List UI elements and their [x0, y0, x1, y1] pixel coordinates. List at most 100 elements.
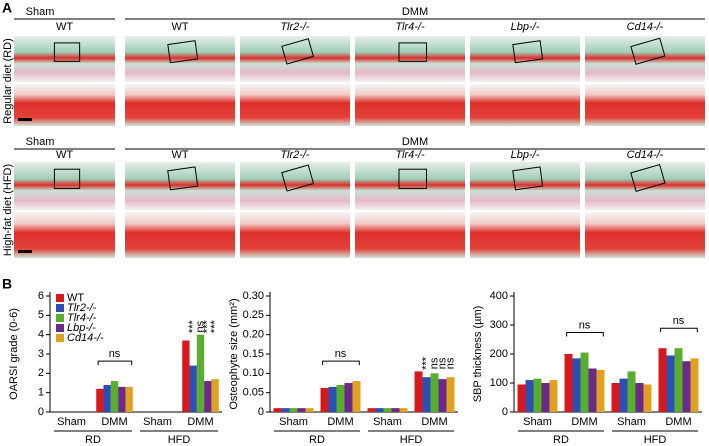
zoom-box	[398, 42, 427, 62]
bar	[344, 383, 353, 412]
bar	[430, 373, 439, 412]
genotype-label: WT	[56, 21, 73, 33]
zoom-box	[53, 42, 81, 62]
significance-label: ns	[428, 357, 440, 369]
scale-bar	[18, 250, 32, 253]
genotype-label: Tlr4-/-	[395, 21, 425, 33]
x-tick-label: DMM	[187, 416, 213, 428]
zoom-image	[470, 84, 580, 126]
bar	[383, 408, 392, 412]
zoom-image	[585, 212, 705, 258]
bar	[541, 383, 550, 412]
bar	[690, 358, 699, 412]
bar	[125, 386, 133, 412]
x-tick-label: DMM	[327, 416, 353, 428]
legend-swatch	[56, 324, 64, 332]
bar	[367, 408, 376, 412]
genotype-label: WT	[171, 149, 188, 161]
genotype-label: Lbp-/-	[511, 149, 540, 161]
bar	[619, 378, 628, 412]
group-label: HFD	[168, 434, 191, 446]
significance-label: ns	[444, 357, 456, 369]
panel-label: B	[2, 276, 12, 292]
zoom-box	[167, 166, 199, 191]
bar	[635, 383, 644, 412]
legend-label: Tlr2-/-	[67, 302, 97, 314]
bar	[674, 348, 683, 412]
legend-swatch	[56, 294, 64, 302]
group-label: RD	[553, 434, 569, 446]
histology-image	[355, 162, 465, 210]
x-tick-label: Sham	[143, 416, 172, 428]
bar	[375, 408, 384, 412]
y-axis-label: SBP thickness (µm)	[472, 306, 484, 403]
y-tick-label: 300	[490, 319, 508, 331]
legend-label: Lbp-/-	[67, 322, 96, 334]
histology-image	[355, 36, 465, 82]
histology-image	[125, 162, 235, 210]
zoom-box	[630, 163, 666, 192]
bar	[297, 408, 306, 412]
group-label: HFD	[400, 434, 423, 446]
histology-image	[240, 162, 350, 210]
bar	[273, 408, 282, 412]
bracket	[566, 332, 604, 337]
histology-image	[470, 36, 580, 82]
zoom-image	[355, 84, 465, 126]
x-tick-label: Sham	[523, 416, 552, 428]
group-label: RD	[85, 434, 101, 446]
genotype-label: WT	[171, 21, 188, 33]
zoom-box	[398, 168, 427, 189]
bar	[103, 384, 111, 412]
bar	[580, 352, 589, 412]
genotype-label: Cd14-/-	[627, 21, 664, 33]
histology-image	[585, 162, 705, 210]
y-tick-label: 0	[502, 406, 508, 418]
zoom-image	[125, 84, 235, 126]
y-axis-label: Osteophyte size (mm²)	[228, 298, 240, 409]
bar	[110, 381, 119, 412]
bracket	[322, 360, 360, 366]
zoom-box	[167, 40, 199, 64]
zoom-box	[630, 37, 666, 65]
legend-label: Cd14-/-	[67, 332, 104, 344]
bar	[627, 371, 636, 412]
x-tick-label: Sham	[57, 416, 86, 428]
bracket-label: ns	[673, 315, 685, 327]
bracket-label: ns	[109, 348, 121, 360]
significance-label: ***	[420, 356, 432, 370]
y-tick-label: 200	[490, 348, 508, 360]
genotype-label: Tlr2-/-	[280, 21, 310, 33]
genotype-label: Tlr2-/-	[280, 149, 310, 161]
genotype-label: Cd14-/-	[627, 149, 664, 161]
bar	[305, 408, 314, 412]
bar	[517, 384, 526, 412]
bar	[336, 384, 345, 412]
zoom-image	[125, 212, 235, 258]
x-tick-label: DMM	[421, 416, 447, 428]
group-label: RD	[309, 434, 325, 446]
y-tick-label: 3	[38, 348, 44, 360]
legend-swatch	[56, 304, 64, 312]
zoom-box	[53, 168, 81, 189]
significance-label: ns	[194, 320, 206, 332]
x-tick-label: DMM	[665, 416, 691, 428]
histology-image	[470, 162, 580, 210]
y-tick-label: 6	[38, 290, 44, 302]
bar	[533, 378, 542, 412]
bar	[549, 380, 558, 412]
bar	[422, 377, 431, 412]
bar	[643, 384, 652, 412]
bar	[658, 348, 667, 412]
bar	[682, 361, 691, 412]
scale-bar	[18, 118, 32, 121]
x-tick-label: Sham	[373, 416, 402, 428]
bar	[666, 355, 675, 412]
zoom-box	[281, 38, 315, 65]
bar	[564, 354, 573, 412]
x-tick-label: DMM	[101, 416, 127, 428]
zoom-box	[512, 40, 544, 64]
bar	[182, 340, 190, 412]
zoom-image	[240, 212, 350, 258]
